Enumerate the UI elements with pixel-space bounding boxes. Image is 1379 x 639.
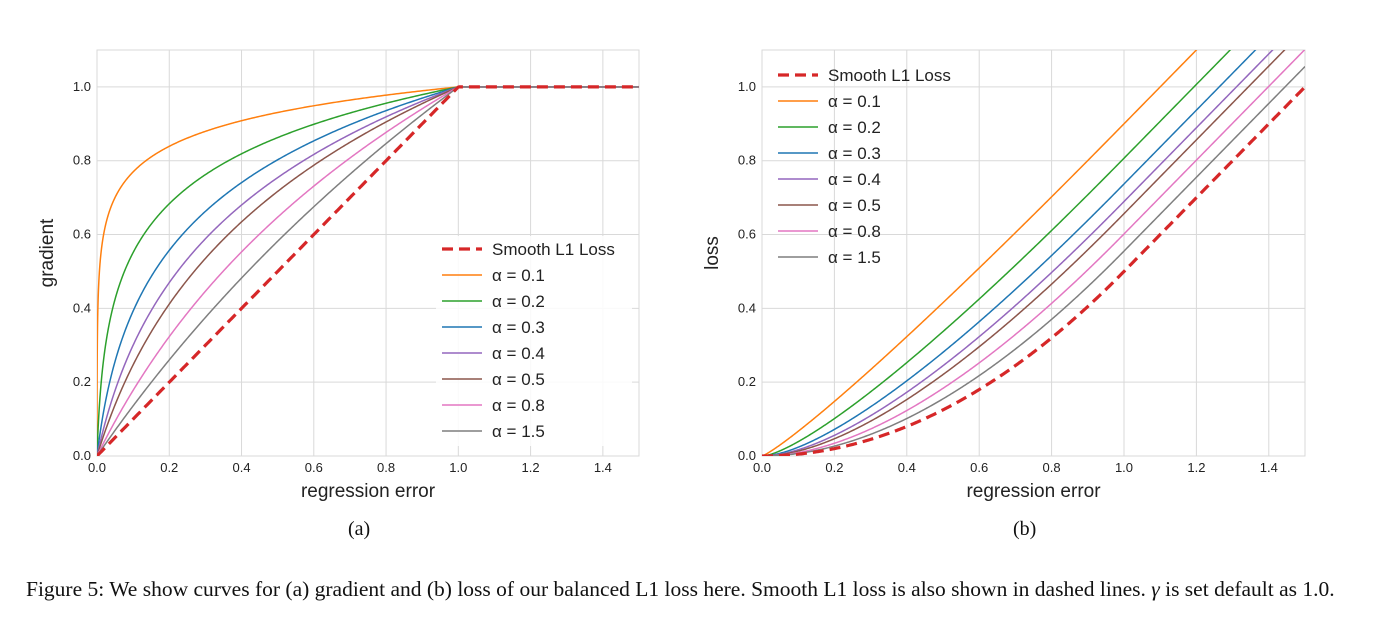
x-tick-label: 0.0 bbox=[88, 460, 106, 475]
x-tick-label: 0.2 bbox=[825, 460, 843, 475]
x-tick-label: 1.0 bbox=[449, 460, 467, 475]
y-tick-label: 0.0 bbox=[73, 448, 91, 463]
series-line-alpha-1-5 bbox=[97, 86, 639, 456]
y-tick-label: 0.8 bbox=[738, 153, 756, 168]
x-tick-label: 1.2 bbox=[1187, 460, 1205, 475]
x-axis-label: regression error bbox=[966, 481, 1101, 502]
caption-text-main: Figure 5: We show curves for (a) gradien… bbox=[26, 577, 1152, 601]
y-axis-label: loss bbox=[702, 236, 723, 270]
legend-label: α = 0.5 bbox=[828, 196, 881, 215]
legend-item: α = 0.3 bbox=[778, 144, 881, 163]
gridlines bbox=[761, 50, 1305, 457]
legend-item: α = 1.5 bbox=[778, 248, 881, 267]
series-line-alpha-1-5 bbox=[762, 66, 1305, 456]
legend-label: α = 0.4 bbox=[828, 170, 881, 189]
y-tick-label: 0.4 bbox=[738, 300, 756, 315]
y-axis-label: gradient bbox=[37, 218, 58, 287]
chart-panel-a: 0.0 0.2 0.4 0.6 0.8 1.0 1.2 1.4 0.0 0.2 0.4 0.6 0.8 1… bbox=[37, 49, 640, 502]
x-tick-label: 1.0 bbox=[1115, 460, 1133, 475]
legend-label: α = 0.4 bbox=[492, 344, 545, 363]
x-tick-label: 0.8 bbox=[377, 460, 395, 475]
x-tick-label: 0.2 bbox=[160, 460, 178, 475]
figure-caption: Figure 5: We show curves for (a) gradien… bbox=[26, 576, 1356, 603]
tick-labels: 0.0 0.2 0.4 0.6 0.8 1.0 1.2 1.4 0.0 0.2 0.4 0.6 0.8 1… bbox=[73, 79, 612, 475]
legend-item: α = 0.5 bbox=[778, 196, 881, 215]
series-line-smooth-l1-loss bbox=[762, 85, 1305, 456]
y-tick-label: 0.6 bbox=[73, 227, 91, 242]
series-line-alpha-0-8 bbox=[762, 50, 1305, 456]
series-group bbox=[762, 50, 1305, 456]
legend-background bbox=[436, 236, 632, 446]
series-line-alpha-0-3 bbox=[762, 50, 1257, 456]
legend-item: Smooth L1 Loss bbox=[442, 240, 615, 259]
x-tick-label: 0.4 bbox=[898, 460, 916, 475]
legend-item: Smooth L1 Loss bbox=[778, 66, 951, 85]
series-line-smooth-l1-loss bbox=[97, 85, 639, 456]
caption-gamma-symbol: γ bbox=[1151, 577, 1160, 601]
legend-item: α = 0.3 bbox=[442, 318, 545, 337]
subfigure-label-b: (b) bbox=[1013, 518, 1037, 540]
legend-label: Smooth L1 Loss bbox=[492, 240, 615, 259]
x-tick-label: 0.4 bbox=[232, 460, 250, 475]
legend: Smooth L1 Loss α = 0.1 α = 0.2 α = 0.3 α = 0… bbox=[436, 236, 632, 446]
y-tick-label: 1.0 bbox=[73, 79, 91, 94]
x-tick-label: 0.0 bbox=[753, 460, 771, 475]
legend-label: α = 0.1 bbox=[492, 266, 545, 285]
series-line-alpha-0-5 bbox=[762, 50, 1286, 456]
x-tick-label: 1.4 bbox=[1260, 460, 1278, 475]
y-tick-label: 0.8 bbox=[73, 153, 91, 168]
legend: Smooth L1 Loss α = 0.1 α = 0.2 α = 0.3 α = 0… bbox=[778, 66, 951, 267]
y-tick-label: 0.2 bbox=[738, 374, 756, 389]
y-tick-label: 0.2 bbox=[73, 374, 91, 389]
legend-item: α = 0.8 bbox=[778, 222, 881, 241]
legend-label: α = 1.5 bbox=[492, 422, 545, 441]
y-tick-label: 0.4 bbox=[73, 300, 91, 315]
series-line-alpha-0-2 bbox=[762, 50, 1232, 456]
x-tick-label: 0.8 bbox=[1043, 460, 1061, 475]
legend-item: α = 0.5 bbox=[442, 370, 545, 389]
legend-label: α = 0.1 bbox=[828, 92, 881, 111]
legend-item: α = 0.2 bbox=[442, 292, 545, 311]
y-tick-label: 0.0 bbox=[738, 448, 756, 463]
legend-label: Smooth L1 Loss bbox=[828, 66, 951, 85]
legend-item: α = 1.5 bbox=[442, 422, 545, 441]
legend-label: α = 0.2 bbox=[828, 118, 881, 137]
legend-item: α = 0.8 bbox=[442, 396, 545, 415]
legend-label: α = 0.3 bbox=[828, 144, 881, 163]
legend-label: α = 0.5 bbox=[492, 370, 545, 389]
caption-text-end: is set default as 1.0. bbox=[1159, 577, 1335, 601]
legend-item: α = 0.1 bbox=[778, 92, 881, 111]
tick-labels: 0.0 0.2 0.4 0.6 0.8 1.0 1.2 1.4 0.0 0.2 0.4 0.6 0.8 1… bbox=[738, 79, 1278, 475]
x-tick-label: 1.4 bbox=[594, 460, 612, 475]
legend-item: α = 0.2 bbox=[778, 118, 881, 137]
series-line-alpha-0-4 bbox=[762, 50, 1274, 456]
x-tick-label: 1.2 bbox=[522, 460, 540, 475]
x-tick-label: 0.6 bbox=[970, 460, 988, 475]
legend-item: α = 0.1 bbox=[442, 266, 545, 285]
figure-charts: 0.0 0.2 0.4 0.6 0.8 1.0 1.2 1.4 0.0 0.2 0.4 0.6 0.8 1… bbox=[37, 49, 1306, 502]
x-axis-label: regression error bbox=[301, 481, 436, 502]
legend-item: α = 0.4 bbox=[442, 344, 545, 363]
legend-label: α = 0.2 bbox=[492, 292, 545, 311]
legend-label: α = 1.5 bbox=[828, 248, 881, 267]
series-group bbox=[97, 85, 639, 456]
legend-label: α = 0.8 bbox=[828, 222, 881, 241]
subfigure-label-a: (a) bbox=[348, 518, 371, 540]
series-line-alpha-0-1 bbox=[762, 50, 1198, 456]
plot-area bbox=[761, 49, 1306, 457]
legend-label: α = 0.8 bbox=[492, 396, 545, 415]
y-tick-label: 1.0 bbox=[738, 79, 756, 94]
y-tick-label: 0.6 bbox=[738, 227, 756, 242]
x-tick-label: 0.6 bbox=[305, 460, 323, 475]
legend-item: α = 0.4 bbox=[778, 170, 881, 189]
legend-label: α = 0.3 bbox=[492, 318, 545, 337]
chart-panel-b: 0.0 0.2 0.4 0.6 0.8 1.0 1.2 1.4 0.0 0.2 0.4 0.6 0.8 1… bbox=[702, 49, 1306, 502]
